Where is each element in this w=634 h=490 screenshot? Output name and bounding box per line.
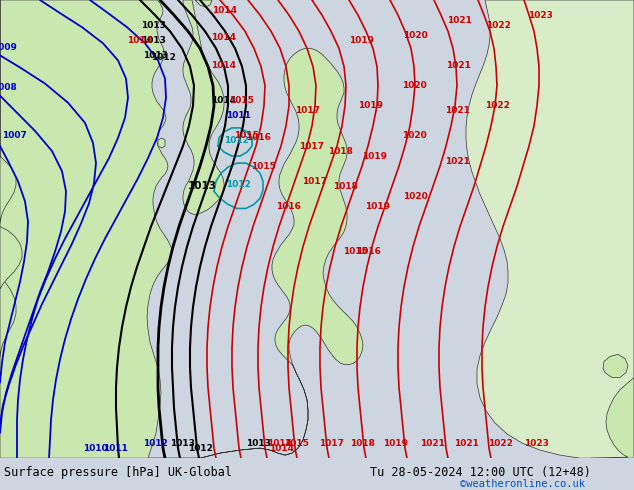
Text: 1019: 1019	[365, 202, 391, 211]
Text: 1021: 1021	[453, 439, 479, 447]
Text: 1009: 1009	[0, 43, 16, 52]
Text: 1013: 1013	[141, 21, 165, 30]
Text: 1021: 1021	[420, 439, 444, 447]
Polygon shape	[183, 0, 224, 215]
Polygon shape	[603, 354, 628, 378]
Text: 1013: 1013	[169, 439, 195, 447]
Text: 1019: 1019	[349, 36, 375, 45]
Text: 1022: 1022	[488, 439, 512, 447]
Text: 1014: 1014	[212, 5, 238, 15]
Text: ©weatheronline.co.uk: ©weatheronline.co.uk	[460, 479, 585, 489]
Polygon shape	[0, 277, 16, 358]
Text: 1008: 1008	[0, 83, 16, 92]
Text: 1011: 1011	[226, 111, 250, 121]
Text: 1013: 1013	[143, 51, 167, 60]
Polygon shape	[466, 0, 634, 458]
Text: 1020: 1020	[401, 131, 427, 141]
Text: 1015: 1015	[229, 96, 254, 105]
Text: 1012: 1012	[224, 137, 249, 146]
Text: 1017: 1017	[320, 439, 344, 447]
Text: 1007: 1007	[1, 131, 27, 141]
Text: 1012: 1012	[226, 180, 250, 189]
Text: 1013: 1013	[141, 36, 165, 45]
Text: 1022: 1022	[484, 101, 510, 110]
Text: 1018: 1018	[328, 147, 353, 155]
Text: 1013: 1013	[188, 181, 216, 191]
Polygon shape	[559, 0, 583, 112]
Text: 1019: 1019	[358, 101, 384, 110]
Text: 1018: 1018	[349, 439, 375, 447]
Text: 1022: 1022	[486, 21, 510, 30]
Text: 1017: 1017	[302, 177, 328, 186]
Text: 1014: 1014	[269, 443, 295, 453]
Text: 1023: 1023	[524, 439, 548, 447]
Text: 1014: 1014	[268, 439, 292, 447]
Polygon shape	[158, 138, 165, 148]
Text: Tu 28-05-2024 12:00 UTC (12+48): Tu 28-05-2024 12:00 UTC (12+48)	[370, 466, 591, 479]
Text: 1023: 1023	[527, 11, 552, 20]
Text: 1020: 1020	[403, 192, 427, 201]
Text: 1019: 1019	[384, 439, 408, 447]
Polygon shape	[148, 49, 363, 458]
Text: 1014: 1014	[212, 61, 236, 70]
Text: 1011: 1011	[103, 443, 127, 453]
Text: 1015: 1015	[342, 247, 368, 256]
Text: 1021: 1021	[444, 157, 469, 166]
Text: 1012: 1012	[188, 443, 212, 453]
Text: 1012: 1012	[150, 53, 176, 62]
Text: 1014: 1014	[212, 96, 236, 105]
Polygon shape	[195, 0, 212, 7]
Text: 1013: 1013	[245, 439, 271, 447]
Text: 1020: 1020	[401, 81, 427, 90]
Text: 1014: 1014	[212, 33, 236, 42]
Text: 1012: 1012	[143, 439, 167, 447]
Polygon shape	[0, 226, 22, 289]
Text: 1016: 1016	[276, 202, 301, 211]
Text: 1021: 1021	[444, 106, 469, 115]
Text: 1021: 1021	[446, 61, 470, 70]
Text: 1017: 1017	[299, 142, 325, 150]
Text: 1015: 1015	[283, 439, 308, 447]
Text: 1017: 1017	[295, 106, 321, 115]
Text: 1020: 1020	[403, 31, 427, 40]
Text: 1018: 1018	[333, 182, 358, 191]
Text: 1016: 1016	[245, 133, 271, 143]
Text: 1016: 1016	[356, 247, 380, 256]
Text: 1019: 1019	[363, 151, 387, 161]
Text: Surface pressure [hPa] UK-Global: Surface pressure [hPa] UK-Global	[4, 466, 232, 479]
Text: 1014: 1014	[127, 36, 153, 45]
Polygon shape	[0, 0, 16, 223]
Text: 1015: 1015	[250, 162, 275, 171]
Polygon shape	[590, 378, 634, 458]
Text: 1015: 1015	[233, 131, 259, 141]
Text: 1021: 1021	[446, 16, 472, 24]
Polygon shape	[0, 0, 172, 458]
Text: 1010: 1010	[82, 443, 107, 453]
